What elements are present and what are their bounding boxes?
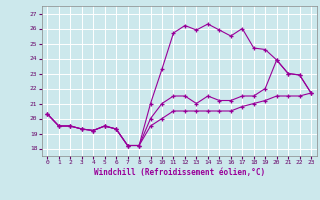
X-axis label: Windchill (Refroidissement éolien,°C): Windchill (Refroidissement éolien,°C) <box>94 168 265 177</box>
